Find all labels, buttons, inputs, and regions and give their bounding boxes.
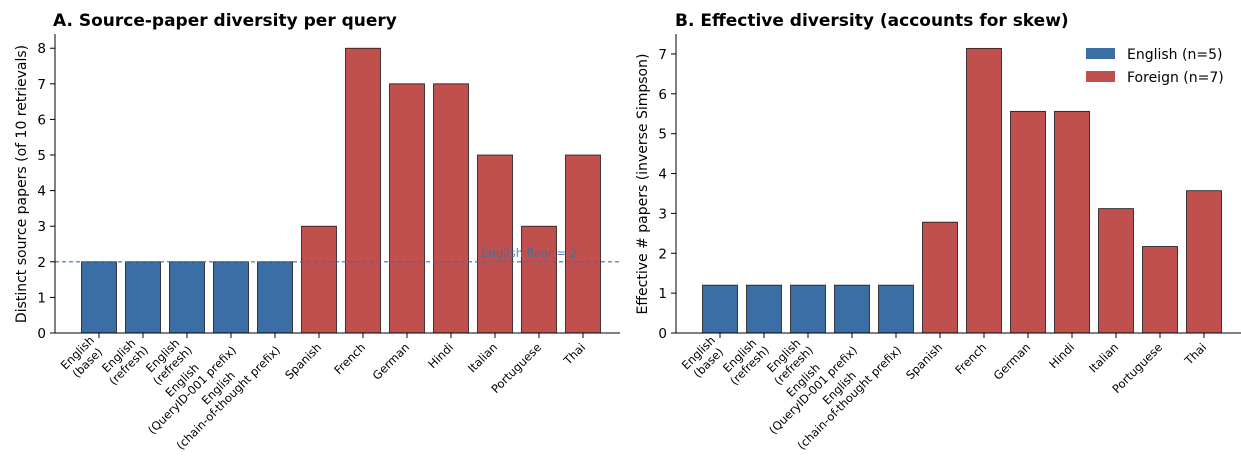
x-tick-label-1: English(refresh): [96, 333, 151, 388]
bar-0-10: [521, 225, 557, 334]
bar-1-0: [702, 284, 738, 334]
bar-0-7: [389, 83, 425, 334]
y-tick-label: 5: [658, 127, 667, 143]
bar-0-2: [169, 261, 205, 334]
x-tick-label-11: Thai: [1181, 340, 1209, 368]
bar-0-3: [213, 261, 249, 334]
y-tick-label: 4: [658, 167, 667, 183]
x-tick-label-7: German: [370, 340, 412, 382]
bar-1-1: [746, 284, 782, 334]
legend-swatch-foreign: [1086, 71, 1115, 82]
x-tick-label-0: English(base): [679, 333, 728, 382]
x-tick-label-8: Hindi: [1046, 340, 1077, 371]
bar-0-11: [565, 154, 601, 334]
x-tick-label-11: Thai: [560, 340, 588, 368]
legend-label-english: English (n=5): [1127, 47, 1222, 63]
y-tick-label: 3: [37, 219, 46, 235]
y-tick-label: 0: [658, 326, 667, 342]
legend-label-foreign: Foreign (n=7): [1127, 70, 1224, 86]
bar-1-8: [1054, 110, 1090, 334]
x-tick-label-5: Spanish: [282, 340, 324, 382]
y-tick-label: 8: [37, 41, 46, 57]
bar-0-4: [257, 261, 293, 334]
reference-line-label: English floor = 2: [482, 246, 578, 260]
y-tick-label: 1: [658, 286, 667, 302]
bar-1-11: [1186, 190, 1222, 334]
bar-0-1: [125, 261, 161, 334]
bar-1-10: [1142, 246, 1178, 334]
y-tick-label: 2: [658, 246, 667, 262]
x-tick-label-9: Italian: [465, 340, 500, 375]
y-tick-label: 0: [37, 326, 46, 342]
x-tick-label-6: French: [331, 340, 368, 377]
y-tick-label: 4: [37, 184, 46, 200]
panel-b-legend: English (n=5) Foreign (n=7): [1086, 47, 1224, 86]
bar-1-9: [1098, 208, 1134, 334]
bar-1-6: [966, 47, 1002, 334]
y-tick-label: 7: [658, 47, 667, 63]
bar-1-2: [790, 284, 826, 334]
y-tick-label: 3: [658, 206, 667, 222]
panel-a: A. Source-paper diversity per query Dist…: [14, 11, 620, 453]
x-tick-label-0: English(base): [58, 333, 107, 382]
x-tick-label-6: French: [952, 340, 989, 377]
panel-b-plot-area: 0 1 2 3 4 5 6 7 English(base)English(refresh) Eng…: [658, 34, 1241, 453]
bar-0-8: [433, 83, 469, 334]
bar-0-0: [81, 261, 117, 334]
x-tick-label-9: Italian: [1086, 340, 1121, 375]
y-tick-label: 1: [37, 290, 46, 306]
y-tick-label: 5: [37, 148, 46, 164]
panel-a-y-axis-label: Distinct source papers (of 10 retrievals…: [14, 45, 30, 323]
bar-0-6: [345, 47, 381, 334]
y-tick-label: 6: [658, 87, 667, 103]
x-tick-label-8: Hindi: [425, 340, 456, 371]
panel-b: B. Effective diversity (accounts for ske…: [635, 11, 1241, 453]
bar-0-9: [477, 154, 513, 334]
bar-1-5: [922, 221, 958, 334]
y-tick-label: 7: [37, 77, 46, 93]
bar-0-5: [301, 225, 337, 334]
x-tick-label-1: English(refresh): [717, 333, 772, 388]
bar-1-4: [878, 284, 914, 334]
bar-1-3: [834, 284, 870, 334]
y-tick-label: 6: [37, 112, 46, 128]
panel-b-y-axis-label: Effective # papers (inverse Simpson): [635, 54, 651, 315]
legend-swatch-english: [1086, 48, 1115, 59]
panel-b-title: B. Effective diversity (accounts for ske…: [675, 11, 1069, 31]
bar-1-7: [1010, 110, 1046, 334]
x-tick-label-7: German: [991, 340, 1033, 382]
x-tick-label-5: Spanish: [903, 340, 945, 382]
panel-a-plot-area: English floor = 2 0 1 2 3 4 5 6 7 8 English(base)E…: [37, 34, 620, 453]
panel-a-title: A. Source-paper diversity per query: [53, 11, 397, 31]
y-tick-label: 2: [37, 255, 46, 271]
